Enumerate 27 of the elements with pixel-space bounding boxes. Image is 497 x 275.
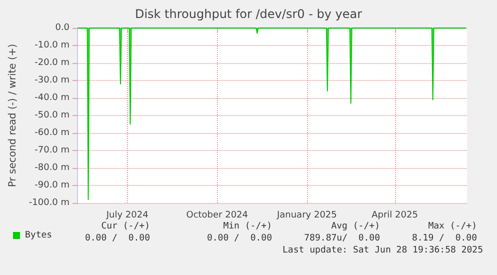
- text: 0.00 / 0.00: [84, 234, 150, 244]
- text: Last update: Sat Jun 28 19:36:58 2025: [282, 246, 483, 256]
- y-tick-label: -80.0 m: [34, 163, 70, 173]
- y-tick-label: -50.0 m: [34, 110, 70, 120]
- text: Avg (-/+): [331, 222, 380, 232]
- chart-title: Disk throughput for /dev/sr0 - by year: [134, 7, 362, 21]
- y-tick-label: -10.0 m: [34, 40, 70, 50]
- y-tick-label: -30.0 m: [34, 76, 70, 86]
- y-tick-label: -60.0 m: [34, 128, 70, 138]
- x-tick-label: July 2024: [105, 210, 149, 220]
- x-tick-label: January 2025: [276, 210, 337, 220]
- y-tick-label: -40.0 m: [34, 93, 70, 103]
- text: Min (-/+): [223, 222, 272, 232]
- y-tick-label: 0.0: [55, 23, 70, 33]
- x-tick-label: October 2024: [186, 210, 248, 220]
- text: 789.87u/ 0.00: [304, 234, 380, 244]
- y-tick-label: -100.0 m: [28, 198, 70, 208]
- legend-label: Bytes: [25, 230, 52, 240]
- text: 0.00 / 0.00: [206, 234, 272, 244]
- y-tick-label: -20.0 m: [34, 58, 70, 68]
- text: Max (-/+): [428, 222, 477, 232]
- y-axis-title: Pr second read (-) / write (+): [8, 44, 18, 188]
- x-tick-label: April 2025: [372, 210, 418, 220]
- y-tick-label: -70.0 m: [34, 146, 70, 156]
- y-tick-label: -90.0 m: [34, 180, 70, 190]
- text: Cur (-/+): [101, 222, 150, 232]
- text: 8.19 / 0.00: [412, 234, 477, 244]
